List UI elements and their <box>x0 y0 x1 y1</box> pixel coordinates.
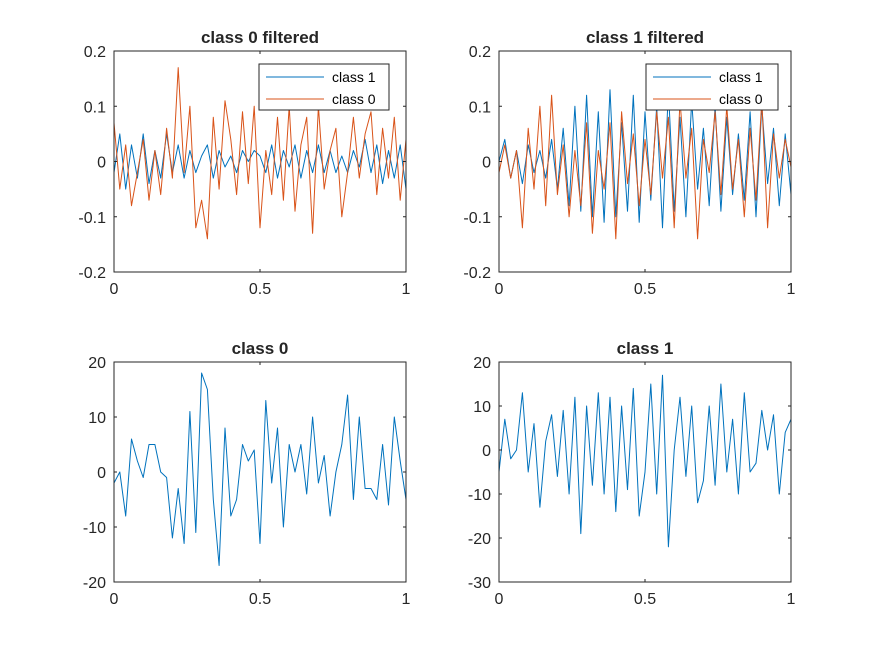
y-tick-label: -30 <box>468 575 491 592</box>
chart-title: class 0 <box>232 339 289 358</box>
y-tick-label: -0.1 <box>78 210 106 227</box>
y-tick-label: -0.1 <box>463 210 491 227</box>
y-tick-label: 0 <box>482 443 491 460</box>
legend-label: class 1 <box>719 69 763 85</box>
y-tick-label: -20 <box>83 575 106 592</box>
legend-label: class 0 <box>719 91 763 107</box>
series-line-series-1 <box>114 372 406 566</box>
y-tick-label: 0.2 <box>469 44 491 61</box>
y-tick-label: 10 <box>88 410 106 427</box>
x-tick-label: 0 <box>495 591 504 608</box>
x-tick-label: 1 <box>787 591 796 608</box>
y-tick-label: 0.2 <box>84 44 106 61</box>
y-tick-label: 10 <box>473 399 491 416</box>
legend-label: class 1 <box>332 69 376 85</box>
y-tick-label: -0.2 <box>463 265 491 282</box>
legend-box <box>258 63 390 111</box>
x-tick-label: 1 <box>402 281 411 298</box>
y-tick-label: -20 <box>468 531 491 548</box>
legend-box <box>645 63 779 111</box>
chart-panel-1: 0 0.5 1 -0.2 -0.1 0 0.1 0.2 class 0 filtered clas… <box>78 28 410 298</box>
y-tick-label: -10 <box>468 487 491 504</box>
y-tick-label: 20 <box>473 355 491 372</box>
x-tick-label: 0.5 <box>249 281 271 298</box>
chart-title: class 1 <box>617 339 674 358</box>
x-tick-label: 0 <box>495 281 504 298</box>
x-tick-label: 1 <box>402 591 411 608</box>
y-tick-label: 0.1 <box>469 99 491 116</box>
y-tick-label: 0 <box>97 155 106 172</box>
x-tick-label: 0.5 <box>634 591 656 608</box>
x-tick-label: 1 <box>787 281 796 298</box>
y-tick-label: 0 <box>482 155 491 172</box>
y-tick-label: -10 <box>83 520 106 537</box>
y-tick-label: 0 <box>97 465 106 482</box>
x-tick-label: 0.5 <box>634 281 656 298</box>
chart-panel-2: 0 0.5 1 -0.2 -0.1 0 0.1 0.2 class 1 filtered clas… <box>463 28 795 298</box>
legend: class 1 class 0 <box>645 63 779 111</box>
x-tick-label: 0 <box>110 281 119 298</box>
legend-label: class 0 <box>332 91 376 107</box>
x-tick-label: 0 <box>110 591 119 608</box>
y-tick-label: 20 <box>88 355 106 372</box>
chart-panel-3: 0 0.5 1 -20 -10 0 10 20 class 0 <box>83 339 411 608</box>
y-tick-label: -0.2 <box>78 265 106 282</box>
chart-title: class 1 filtered <box>586 28 704 47</box>
plot-area <box>114 362 406 582</box>
chart-title: class 0 filtered <box>201 28 319 47</box>
series-line-series-1 <box>499 374 791 548</box>
legend: class 1 class 0 <box>258 63 390 111</box>
chart-panel-4: 0 0.5 1 -30 -20 -10 0 10 20 class 1 <box>468 339 796 608</box>
series-line-class-0 <box>499 94 791 240</box>
series-line-class-0 <box>114 67 406 240</box>
y-tick-label: 0.1 <box>84 99 106 116</box>
x-tick-label: 0.5 <box>249 591 271 608</box>
